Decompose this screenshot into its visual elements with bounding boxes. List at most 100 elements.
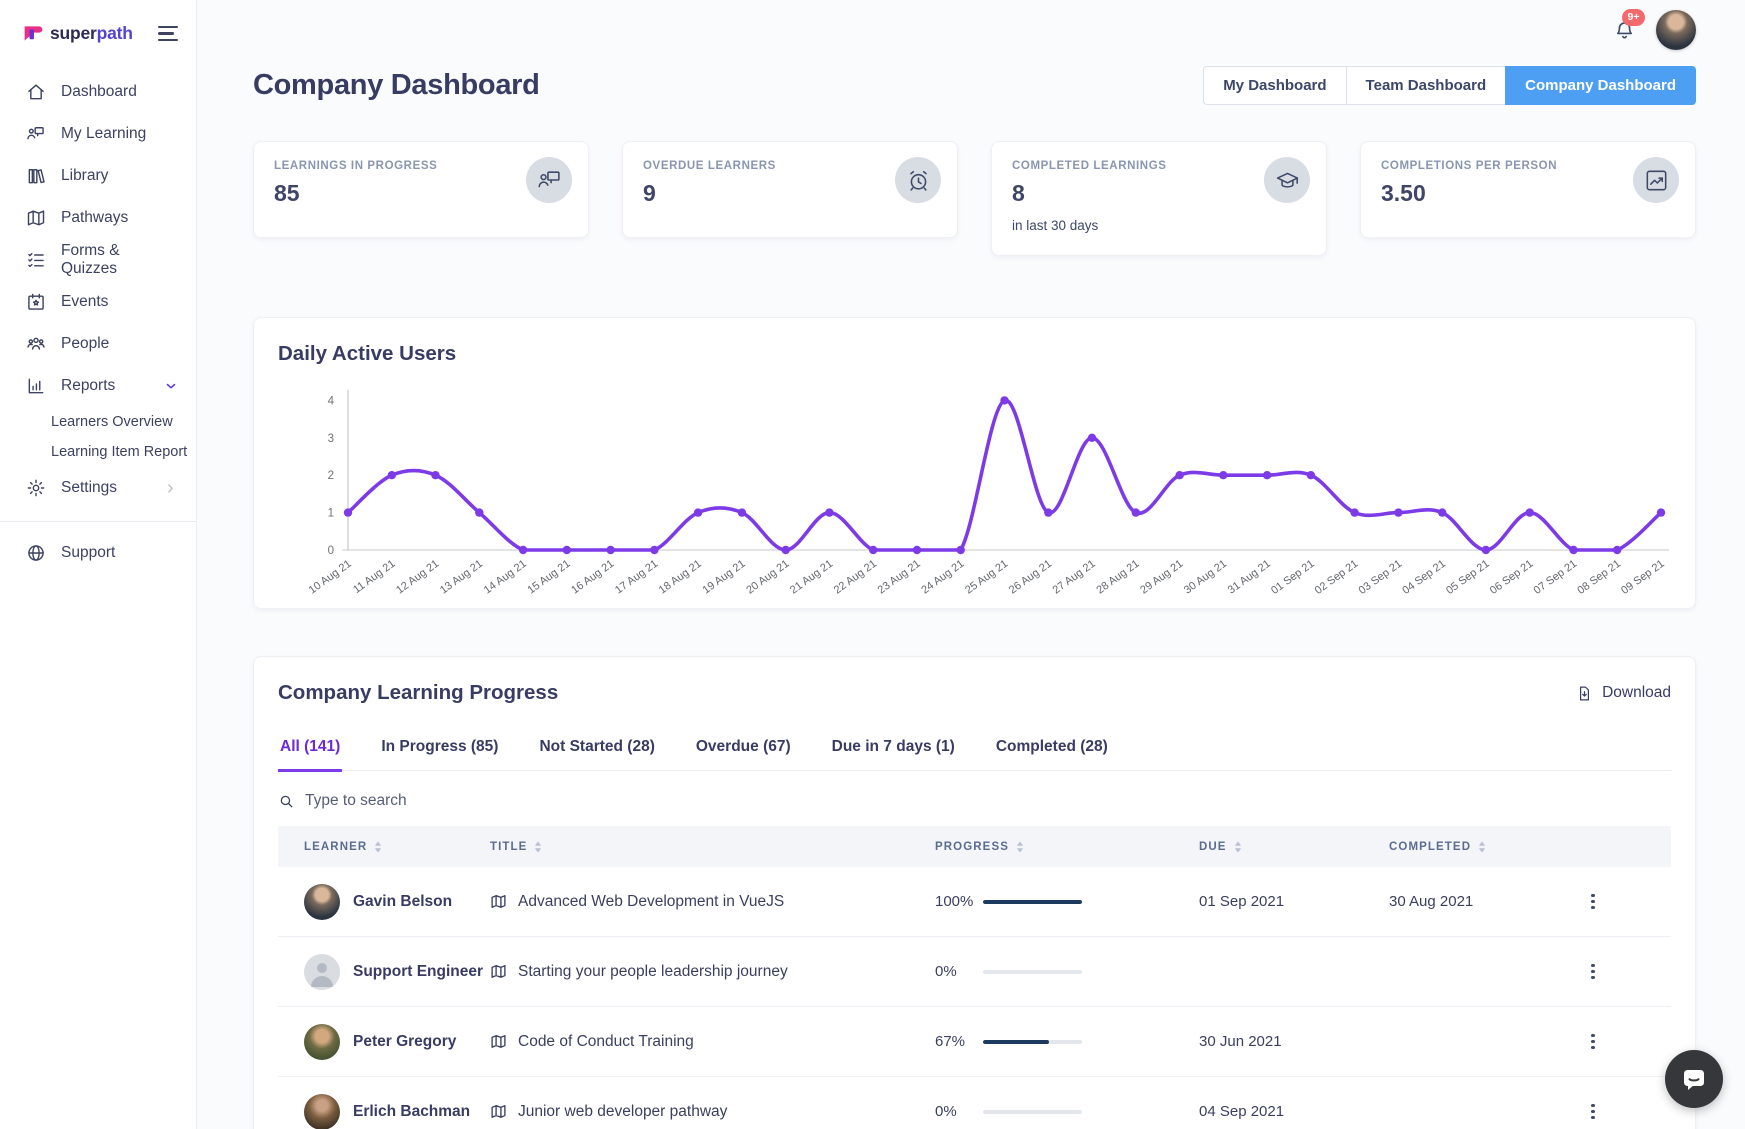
download-label: Download — [1602, 684, 1671, 701]
sidebar-item-my-learning[interactable]: My Learning — [0, 113, 196, 155]
svg-text:4: 4 — [328, 395, 335, 407]
svg-text:3: 3 — [328, 433, 334, 445]
sidebar-item-label: Pathways — [61, 209, 129, 226]
svg-text:1: 1 — [328, 508, 334, 520]
filter-tab-completed-28[interactable]: Completed (28) — [995, 738, 1108, 755]
sidebar-item-library[interactable]: Library — [0, 155, 196, 197]
column-header-due[interactable]: Due — [1199, 841, 1389, 853]
svg-text:27 Aug 21: 27 Aug 21 — [1051, 558, 1098, 597]
row-actions-kebab-icon[interactable] — [1569, 1033, 1609, 1050]
tab-my-dashboard[interactable]: My Dashboard — [1203, 66, 1347, 105]
learner-name[interactable]: Support Engineer — [353, 962, 484, 980]
table-row: Support Engineer Starting your people lea… — [278, 937, 1671, 1007]
support-icon — [26, 543, 46, 563]
chevron-right-icon — [164, 482, 178, 495]
sort-icon — [534, 841, 542, 853]
filter-tab-not-started-28[interactable]: Not Started (28) — [539, 738, 655, 755]
learner-name[interactable]: Gavin Belson — [353, 892, 453, 910]
progress-bar — [983, 899, 1082, 904]
stat-card-learnings-in-progress: LEARNINGS IN PROGRESS 85 — [253, 141, 589, 238]
svg-text:16 Aug 21: 16 Aug 21 — [569, 558, 616, 597]
svg-text:24 Aug 21: 24 Aug 21 — [919, 558, 966, 597]
sidebar-item-dashboard[interactable]: Dashboard — [0, 71, 196, 113]
table-header: Learner Title Progress Due Completed — [278, 826, 1671, 867]
svg-text:14 Aug 21: 14 Aug 21 — [482, 558, 529, 597]
stat-value: 85 — [274, 180, 300, 206]
sidebar-item-label: Library — [61, 167, 109, 184]
sidebar-item-label: Support — [61, 544, 116, 561]
row-actions-kebab-icon[interactable] — [1569, 1103, 1609, 1120]
filter-tab-overdue-67[interactable]: Overdue (67) — [695, 738, 791, 755]
sort-icon — [1478, 841, 1486, 853]
notifications-button[interactable]: 9+ — [1613, 8, 1645, 42]
sidebar-item-pathways[interactable]: Pathways — [0, 197, 196, 239]
row-actions-kebab-icon[interactable] — [1569, 963, 1609, 980]
download-button[interactable]: Download — [1576, 684, 1671, 702]
row-actions-kebab-icon[interactable] — [1569, 893, 1609, 910]
user-avatar[interactable] — [1656, 10, 1696, 50]
sidebar-nav: Dashboard My Learning Library Pathways Forms… — [0, 71, 196, 574]
stat-label: OVERDUE LEARNERS — [643, 160, 776, 172]
svg-text:18 Aug 21: 18 Aug 21 — [657, 558, 704, 597]
svg-text:2: 2 — [328, 470, 334, 482]
column-header-label: Progress — [935, 840, 1009, 853]
sidebar-subitem-learning-item-report[interactable]: Learning Item Report — [51, 444, 188, 460]
daily-active-users-card: Daily Active Users 0 1 2 3 4 10 Aug 21 11 Aug … — [253, 317, 1696, 609]
learner-name[interactable]: Erlich Bachman — [353, 1102, 471, 1120]
chat-launcher-button[interactable] — [1665, 1050, 1723, 1108]
superpath-logo[interactable]: superpath — [22, 22, 133, 45]
sidebar: superpath Dashboard My Learning Library Pat… — [0, 0, 197, 1129]
main-content: 9+ Company Dashboard My Dashboard Team Da… — [197, 0, 1745, 1129]
svg-text:13 Aug 21: 13 Aug 21 — [438, 558, 485, 597]
progress-bar-fill — [983, 1039, 1050, 1044]
stat-note: in last 30 days — [1012, 218, 1099, 233]
column-header-completed[interactable]: Completed — [1389, 841, 1569, 853]
progress-cell: 0% — [935, 963, 1199, 980]
column-header-progress[interactable]: Progress — [935, 841, 1199, 853]
sidebar-item-settings[interactable]: Settings — [0, 467, 196, 509]
sidebar-item-people[interactable]: People — [0, 323, 196, 365]
svg-text:31 Aug 21: 31 Aug 21 — [1226, 558, 1273, 597]
progress-label: 100% — [935, 893, 974, 910]
title-cell: Advanced Web Development in VueJS — [490, 893, 935, 911]
column-header-learner[interactable]: Learner — [278, 841, 490, 853]
svg-text:03 Sep 21: 03 Sep 21 — [1357, 558, 1405, 597]
column-header-title[interactable]: Title — [490, 841, 935, 853]
svg-text:15 Aug 21: 15 Aug 21 — [525, 558, 572, 597]
stat-card-overdue-learners: OVERDUE LEARNERS 9 — [622, 141, 958, 238]
progress-bar-fill — [983, 899, 1082, 904]
pathway-icon — [490, 893, 507, 910]
svg-text:11 Aug 21: 11 Aug 21 — [351, 558, 397, 596]
tab-team-dashboard[interactable]: Team Dashboard — [1345, 66, 1507, 105]
sidebar-item-events[interactable]: Events — [0, 281, 196, 323]
sort-icon — [1016, 841, 1024, 853]
svg-text:20 Aug 21: 20 Aug 21 — [744, 558, 791, 597]
sidebar-item-reports[interactable]: Reports — [0, 365, 196, 407]
sidebar-item-label: Settings — [61, 479, 118, 496]
download-icon — [1580, 686, 1590, 700]
sidebar-item-support[interactable]: Support — [0, 532, 196, 574]
reports-icon — [26, 376, 46, 396]
people-icon — [26, 334, 46, 354]
filter-tab-in-progress-85[interactable]: In Progress (85) — [381, 738, 499, 755]
alarm-icon — [895, 157, 941, 203]
svg-text:21 Aug 21: 21 Aug 21 — [788, 558, 835, 597]
chart-title: Daily Active Users — [278, 342, 457, 365]
sidebar-item-forms-quizzes[interactable]: Forms & Quizzes — [0, 239, 196, 281]
svg-text:0: 0 — [328, 545, 334, 557]
filter-tab-all-141[interactable]: All (141) — [278, 738, 343, 772]
svg-text:28 Aug 21: 28 Aug 21 — [1094, 558, 1141, 597]
sidebar-subitem-learners-overview[interactable]: Learners Overview — [51, 414, 173, 430]
learner-name[interactable]: Peter Gregory — [353, 1032, 457, 1050]
sidebar-divider — [0, 521, 196, 522]
stat-label: COMPLETED LEARNINGS — [1012, 160, 1167, 172]
filter-tab-due-in-7-days-1[interactable]: Due in 7 days (1) — [831, 738, 955, 755]
column-header-label: Due — [1199, 840, 1227, 853]
progress-bar — [983, 1109, 1082, 1114]
table-row: Erlich Bachman Junior web developer pathw… — [278, 1077, 1671, 1129]
title-cell: Starting your people leadership journey — [490, 963, 935, 981]
bell-icon — [1616, 21, 1633, 38]
search-input[interactable] — [305, 792, 725, 810]
tab-company-dashboard[interactable]: Company Dashboard — [1505, 66, 1696, 105]
menu-toggle-icon[interactable] — [158, 25, 178, 42]
